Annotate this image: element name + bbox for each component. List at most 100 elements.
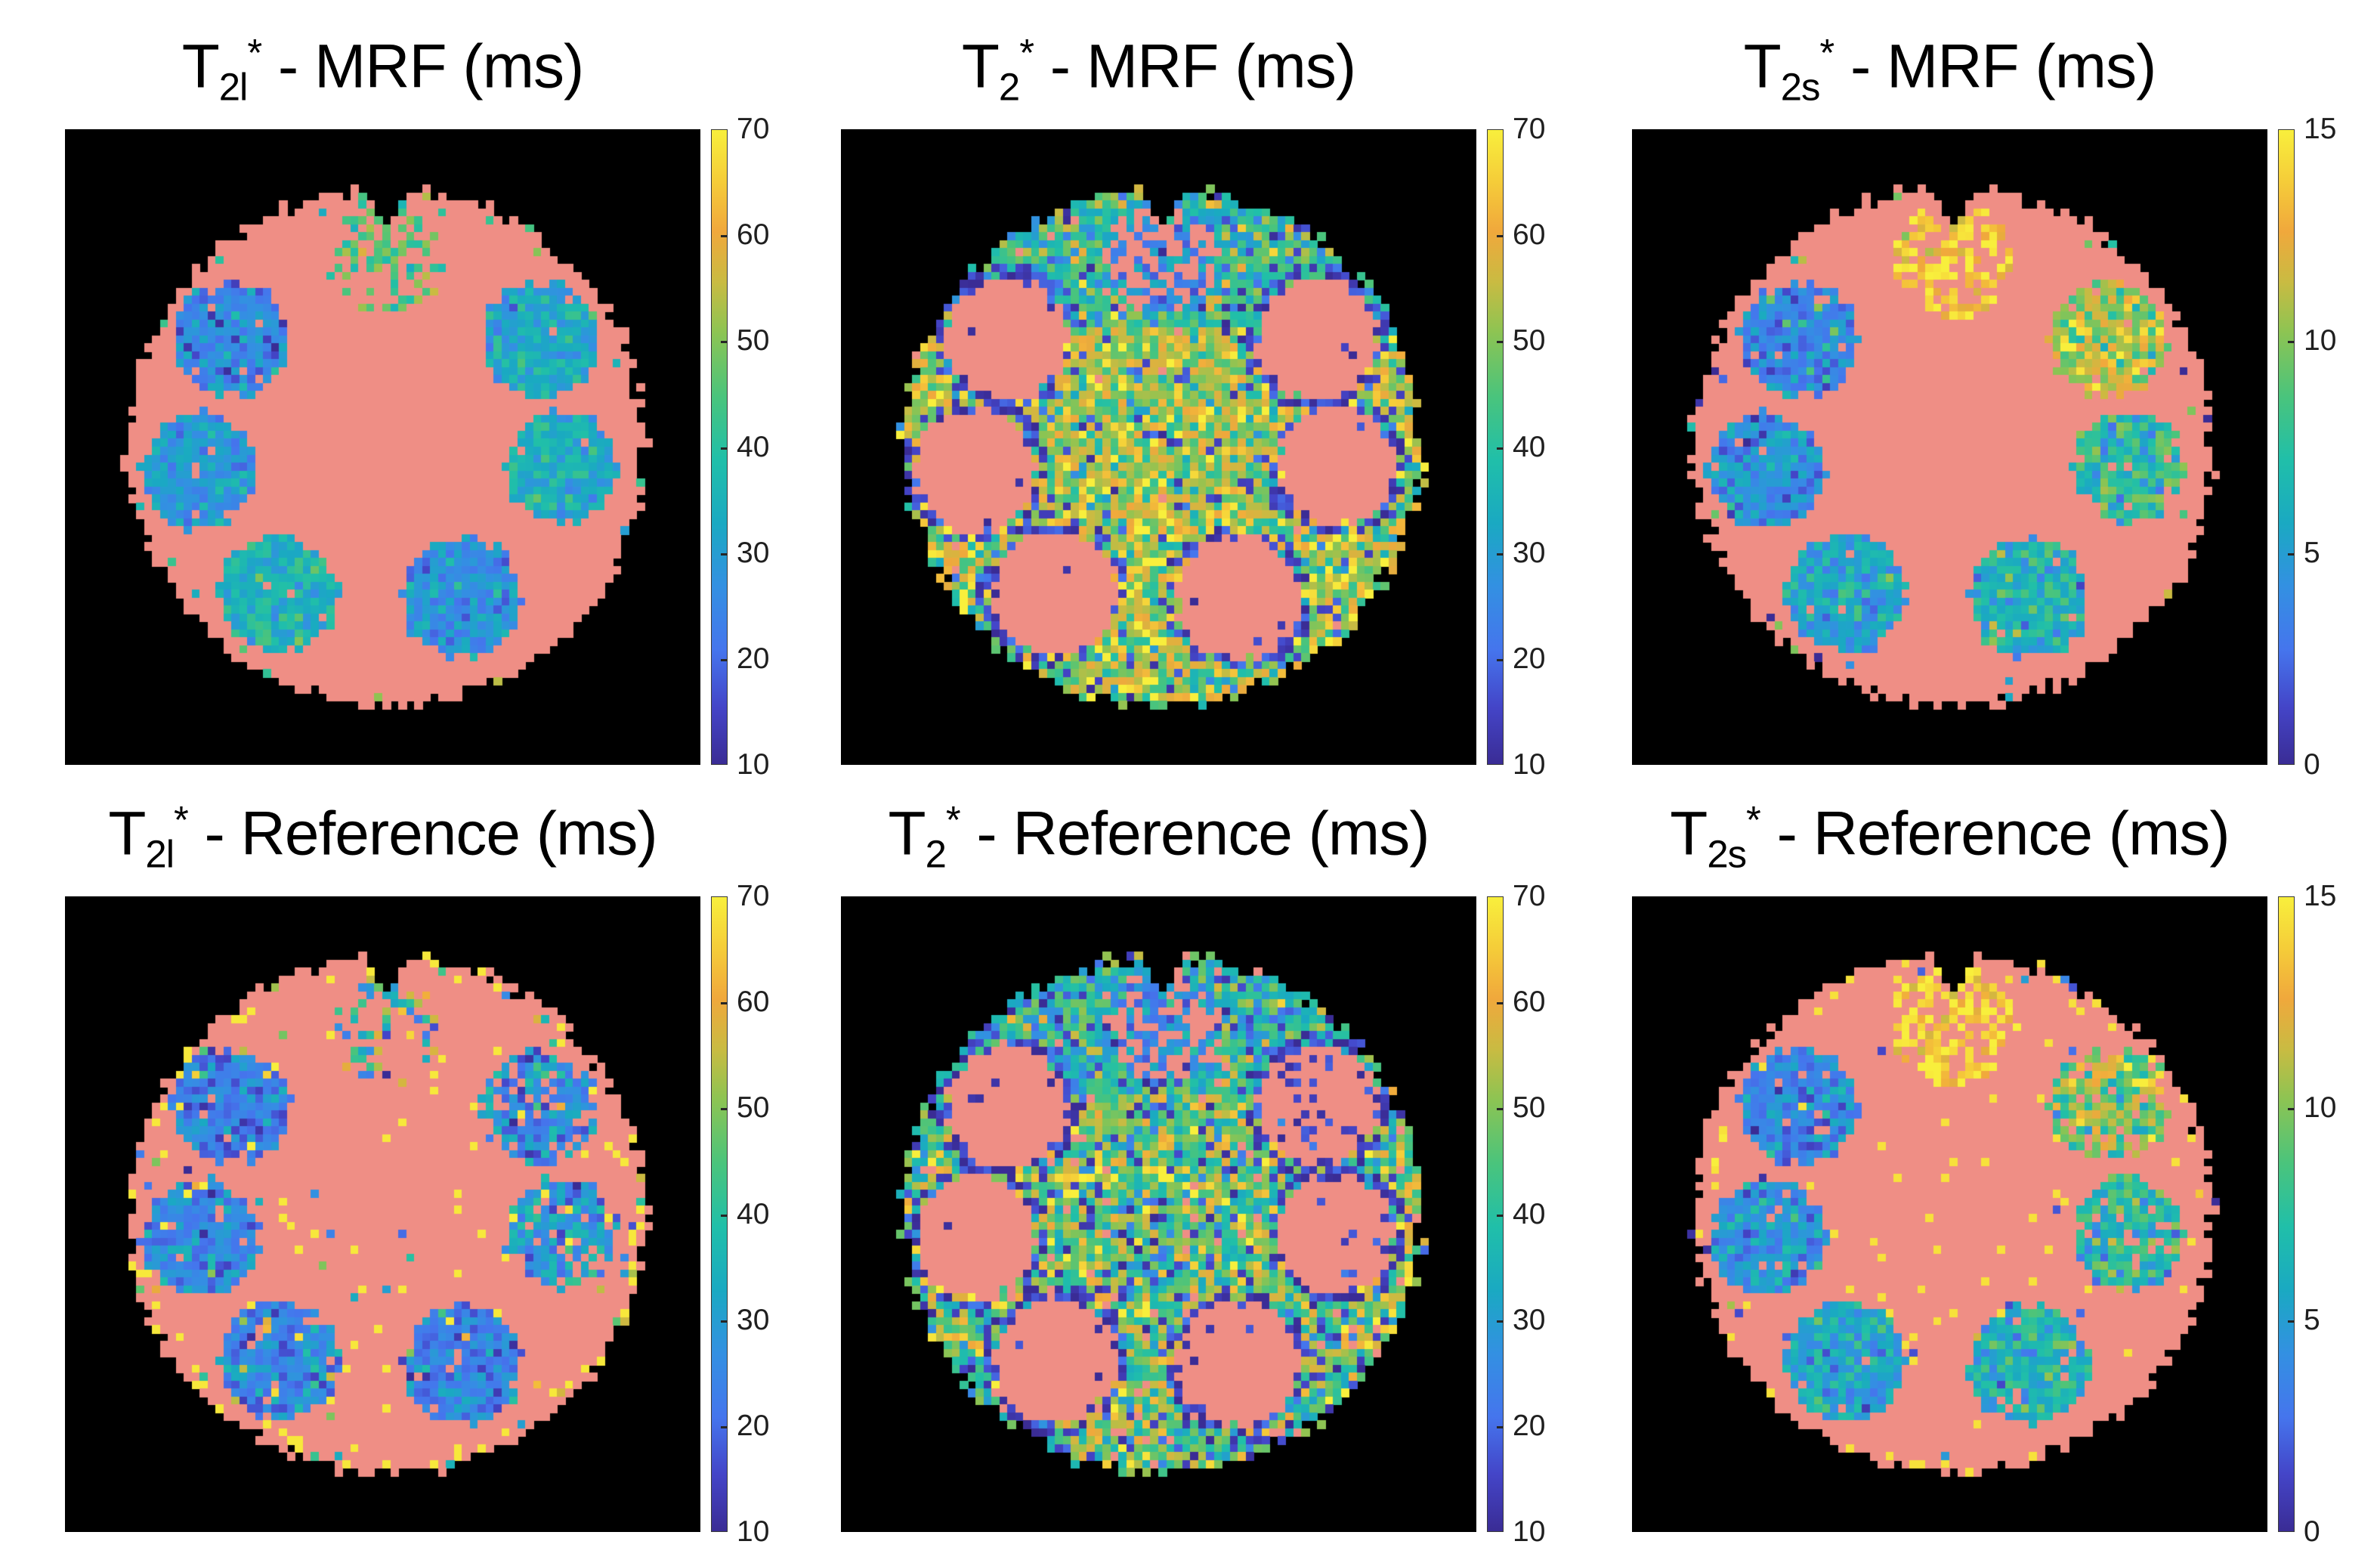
colorbar-tick-label: 0	[2304, 1515, 2320, 1548]
panel-title-t2s-mrf: T2s* - MRF (ms)	[1744, 30, 2157, 110]
title-subscript: 2s	[1707, 833, 1747, 876]
title-rest: - Reference (ms)	[1760, 799, 2230, 868]
panel-t2s-reference: T2s* - Reference (ms) 15 10 5 0	[1632, 798, 2336, 1548]
colorbar-t2l-reference	[711, 896, 728, 1532]
colorbar-t2s-mrf	[2278, 129, 2295, 765]
colorbar-tick-mark	[721, 1108, 727, 1111]
colorbar-ticks-t2l-mrf: 70 60 50 40 30 20 10	[737, 113, 805, 781]
colorbar-tick-label: 20	[1513, 642, 1546, 675]
t2s-reference-phantom-map	[1632, 896, 2267, 1532]
colorbar-tick-mark	[1497, 658, 1503, 661]
colorbar-tick-mark	[1497, 1214, 1503, 1217]
colorbar-tick-mark	[721, 447, 727, 450]
title-base: T	[1670, 799, 1708, 868]
title-rest: - Reference (ms)	[187, 799, 658, 868]
colorbar-tick-mark	[1497, 1425, 1503, 1428]
title-base: T	[961, 32, 1000, 101]
colorbar-tick-label: 60	[1513, 218, 1546, 252]
colorbar-tick-label: 50	[1513, 324, 1546, 357]
colorbar-tick-label: 50	[1513, 1091, 1546, 1125]
colorbar-tick-mark	[1497, 341, 1503, 344]
title-asterisk: *	[1019, 31, 1034, 75]
title-asterisk: *	[1746, 798, 1761, 842]
colorbar-tick-mark	[2288, 552, 2294, 556]
colorbar-ticks-t2-reference: 70 60 50 40 30 20 10	[1513, 880, 1581, 1548]
panel-title-t2-reference: T2* - Reference (ms)	[888, 797, 1430, 877]
title-base: T	[888, 799, 926, 868]
title-asterisk: *	[945, 798, 961, 842]
colorbar-tick-label: 30	[737, 536, 770, 569]
colorbar-tick-label: 70	[737, 880, 770, 912]
title-subscript: 2l	[218, 66, 249, 109]
colorbar-tick-mark	[1497, 235, 1503, 238]
colorbar-tick-mark	[1497, 1108, 1503, 1111]
panel-title-t2l-reference: T2l* - Reference (ms)	[108, 797, 657, 877]
colorbar-tick-mark	[721, 1320, 727, 1323]
colorbar-tick-label: 70	[737, 113, 770, 145]
title-asterisk: *	[173, 798, 189, 842]
panel-t2s-mrf: T2s* - MRF (ms) 15 10 5 0	[1632, 31, 2336, 781]
panel-title-t2-mrf: T2* - MRF (ms)	[961, 30, 1356, 110]
colorbar-t2s-reference	[2278, 896, 2295, 1532]
colorbar-tick-label: 20	[1513, 1409, 1546, 1442]
t2l-mrf-phantom-map	[65, 129, 700, 765]
title-rest: - MRF (ms)	[1033, 32, 1356, 101]
colorbar-t2-mrf	[1487, 129, 1504, 765]
colorbar-tick-label: 10	[2304, 324, 2337, 357]
title-subscript: 2s	[1780, 66, 1821, 109]
colorbar-tick-mark	[721, 1425, 727, 1428]
colorbar-tick-label: 10	[1513, 748, 1546, 781]
colorbar-tick-label: 15	[2304, 880, 2337, 912]
colorbar-tick-label: 60	[737, 218, 770, 252]
title-subscript: 2	[925, 833, 947, 876]
colorbar-tick-label: 20	[737, 642, 770, 675]
colorbar-tick-mark	[721, 552, 727, 556]
colorbar-tick-mark	[721, 341, 727, 344]
colorbar-tick-label: 10	[737, 1515, 770, 1548]
colorbar-tick-label: 30	[737, 1303, 770, 1336]
t2l-reference-phantom-map	[65, 896, 700, 1532]
panel-t2-reference: T2* - Reference (ms) 70 60 50 40 30 20 10	[841, 798, 1545, 1548]
colorbar-ticks-t2l-reference: 70 60 50 40 30 20 10	[737, 880, 805, 1548]
title-base: T	[181, 32, 220, 101]
colorbar-tick-label: 40	[737, 1197, 770, 1230]
colorbar-tick-label: 10	[2304, 1091, 2337, 1125]
colorbar-ticks-t2s-mrf: 15 10 5 0	[2304, 113, 2372, 781]
colorbar-tick-mark	[1497, 1002, 1503, 1005]
colorbar-tick-mark	[721, 658, 727, 661]
colorbar-tick-label: 15	[2304, 113, 2337, 145]
colorbar-tick-mark	[1497, 552, 1503, 556]
colorbar-tick-mark	[721, 1002, 727, 1005]
colorbar-tick-label: 50	[737, 324, 770, 357]
colorbar-t2l-mrf	[711, 129, 728, 765]
panel-t2l-reference: T2l* - Reference (ms) 70 60 50 40 30 20 10	[65, 798, 769, 1548]
colorbar-tick-label: 70	[1513, 113, 1546, 145]
panel-title-t2s-reference: T2s* - Reference (ms)	[1670, 797, 2230, 877]
t2s-mrf-phantom-map	[1632, 129, 2267, 765]
colorbar-tick-label: 20	[737, 1409, 770, 1442]
colorbar-tick-mark	[721, 235, 727, 238]
colorbar-tick-label: 40	[1513, 1197, 1546, 1230]
t2-reference-phantom-map	[841, 896, 1476, 1532]
colorbar-tick-mark	[1497, 1320, 1503, 1323]
colorbar-tick-label: 30	[1513, 536, 1546, 569]
colorbar-t2-reference	[1487, 896, 1504, 1532]
colorbar-tick-label: 5	[2304, 536, 2320, 569]
title-subscript: 2l	[145, 833, 175, 876]
colorbar-tick-label: 40	[737, 430, 770, 463]
panel-t2l-mrf: T2l* - MRF (ms) 70 60 50 40 30 20 10	[65, 31, 769, 781]
colorbar-tick-label: 5	[2304, 1303, 2320, 1336]
colorbar-tick-label: 30	[1513, 1303, 1546, 1336]
panel-t2-mrf: T2* - MRF (ms) 70 60 50 40 30 20 10	[841, 31, 1545, 781]
colorbar-tick-label: 60	[737, 986, 770, 1019]
colorbar-tick-mark	[1497, 447, 1503, 450]
colorbar-ticks-t2s-reference: 15 10 5 0	[2304, 880, 2372, 1548]
colorbar-tick-mark	[2288, 1108, 2294, 1111]
colorbar-tick-label: 10	[737, 748, 770, 781]
title-rest: - Reference (ms)	[960, 799, 1430, 868]
colorbar-tick-label: 60	[1513, 986, 1546, 1019]
title-asterisk: *	[1819, 31, 1834, 75]
colorbar-tick-label: 70	[1513, 880, 1546, 912]
title-rest: - MRF (ms)	[1834, 32, 2156, 101]
title-asterisk: *	[247, 31, 262, 75]
